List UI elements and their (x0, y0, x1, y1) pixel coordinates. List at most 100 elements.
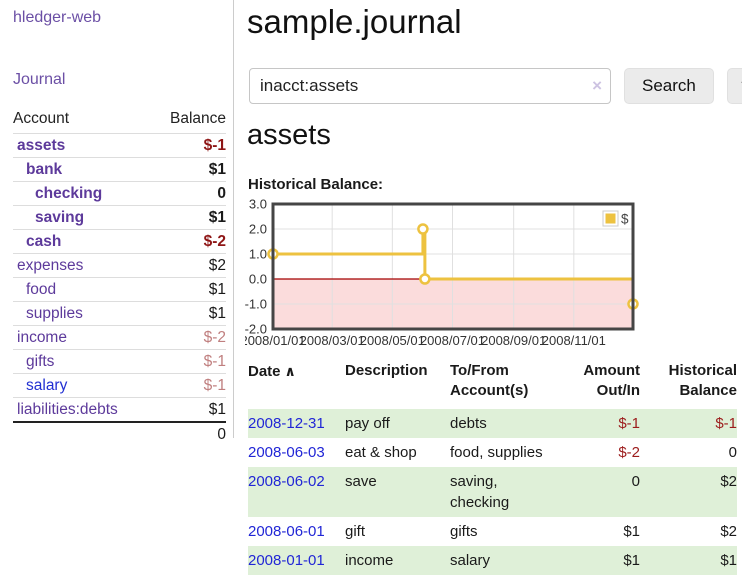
accounts-header-balance: Balance (169, 110, 226, 127)
transaction-description: income (345, 552, 394, 569)
account-link[interactable]: expenses (17, 257, 84, 274)
register-header-row: Date ∧ Description To/From Account(s) Amo… (248, 361, 737, 409)
transaction-accounts: debts (450, 415, 487, 432)
search-input-wrap: × (249, 68, 611, 104)
account-link[interactable]: saving (35, 209, 85, 226)
account-link[interactable]: food (26, 281, 57, 298)
transaction-amount: $-2 (618, 444, 640, 461)
y-tick-label: 0.0 (249, 272, 267, 287)
transaction-date-link[interactable]: 2008-06-02 (248, 473, 325, 490)
transaction-date-link[interactable]: 2008-12-31 (248, 415, 325, 432)
account-balance: $-1 (151, 133, 226, 158)
legend-label: $ (621, 212, 629, 227)
y-tick-label: 2.0 (249, 222, 267, 237)
search-input[interactable] (249, 68, 611, 104)
account-balance: $-2 (151, 229, 226, 254)
help-button[interactable]: ? (726, 68, 742, 104)
account-row: gifts $-1 (13, 349, 226, 374)
account-link[interactable]: bank (26, 161, 63, 178)
transaction-description: save (345, 473, 377, 490)
transaction-accounts: food, supplies (450, 444, 543, 461)
transaction-date-link[interactable]: 2008-06-01 (248, 523, 325, 540)
account-row: assets $-1 (13, 133, 226, 158)
transaction-description: eat & shop (345, 444, 417, 461)
account-balance: $1 (151, 157, 226, 182)
account-link[interactable]: checking (35, 185, 103, 202)
account-row: salary $-1 (13, 373, 226, 398)
account-row: cash $-2 (13, 229, 226, 254)
account-link[interactable]: supplies (26, 305, 83, 322)
date-header-label: Date (248, 363, 281, 380)
transaction-amount: $1 (623, 552, 640, 569)
accounts-total-row: 0 (13, 421, 226, 446)
plot-border (271, 202, 635, 331)
accounts-header-row: Account Balance (13, 106, 226, 134)
transaction-description: pay off (345, 415, 390, 432)
table-row: 2008-06-03 eat & shop food, supplies $-2 0 (248, 438, 737, 467)
account-row: food $1 (13, 277, 226, 302)
account-link[interactable]: gifts (26, 353, 55, 370)
x-tick-label: 2008/09/01 (481, 333, 546, 348)
transaction-amount: $1 (623, 523, 640, 540)
account-balance: $1 (151, 205, 226, 230)
account-balance: $1 (151, 397, 226, 422)
account-row: income $-2 (13, 325, 226, 350)
account-balance: $1 (151, 277, 226, 302)
account-row: liabilities:debts $1 (13, 397, 226, 422)
transaction-amount: 0 (631, 473, 640, 490)
y-tick-label: 1.0 (249, 247, 267, 262)
accounts-total: 0 (151, 421, 226, 446)
y-tick-label: -2.0 (245, 322, 267, 337)
transaction-date-link[interactable]: 2008-01-01 (248, 552, 325, 569)
transaction-balance: $-1 (715, 415, 737, 432)
sidebar-divider (233, 0, 234, 438)
transaction-date-link[interactable]: 2008-06-03 (248, 444, 325, 461)
data-point-marker (419, 273, 431, 285)
historical-balance-label: Historical Balance: (248, 176, 384, 193)
register-header-amount: Amount Out/In (583, 362, 640, 399)
register-header-accounts: To/From Account(s) (450, 362, 529, 399)
y-tick-label: -1.0 (245, 297, 267, 312)
table-row: 2008-01-01 income salary $1 $1 (248, 546, 737, 575)
account-balance: $-2 (151, 325, 226, 350)
search-button[interactable]: Search (624, 68, 714, 104)
transaction-balance: $1 (720, 552, 737, 569)
account-link[interactable]: income (17, 329, 67, 346)
transaction-balance: $2 (720, 523, 737, 540)
brand-link[interactable]: hledger-web (13, 9, 102, 26)
page-title: sample.journal (247, 3, 462, 40)
clear-search-icon[interactable]: × (592, 76, 602, 95)
transaction-balance: 0 (728, 444, 737, 461)
account-balance: $1 (151, 301, 226, 326)
register-header-description: Description (345, 362, 428, 379)
transaction-accounts: salary (450, 552, 491, 569)
transaction-amount: $-1 (618, 415, 640, 432)
x-tick-label: 2008/03/01 (300, 333, 365, 348)
account-row: checking 0 (13, 181, 226, 206)
account-balance: $2 (151, 253, 226, 278)
account-heading: assets (247, 119, 331, 151)
account-link[interactable]: assets (17, 137, 66, 154)
transaction-balance: $2 (720, 473, 737, 490)
transaction-description: gift (345, 523, 366, 540)
account-link[interactable]: cash (26, 233, 62, 250)
account-row: bank $1 (13, 157, 226, 182)
account-row: supplies $1 (13, 301, 226, 326)
accounts-table: Account Balance assets $-1 bank $1 checking 0… (13, 106, 226, 446)
sidebar-item-journal[interactable]: Journal (13, 71, 66, 88)
account-row: expenses $2 (13, 253, 226, 278)
data-point-marker (417, 223, 429, 235)
register-table: Date ∧ Description To/From Account(s) Amo… (248, 361, 737, 575)
account-link[interactable]: liabilities:debts (17, 401, 118, 418)
transaction-accounts: saving, checking (450, 473, 510, 511)
account-balance: $-1 (151, 373, 226, 398)
x-tick-label: 2008/07/01 (420, 333, 485, 348)
register-header-balance: Historical Balance (668, 362, 737, 399)
register-header-date[interactable]: Date ∧ (248, 361, 345, 409)
x-tick-label: 2008/01/01 (245, 333, 306, 348)
legend-swatch (605, 213, 616, 224)
x-tick-label: 2008/11/01 (542, 333, 606, 348)
table-row: 2008-12-31 pay off debts $-1 $-1 (248, 409, 737, 438)
search-bar: × Search ? (249, 68, 742, 104)
account-link[interactable]: salary (26, 377, 68, 394)
